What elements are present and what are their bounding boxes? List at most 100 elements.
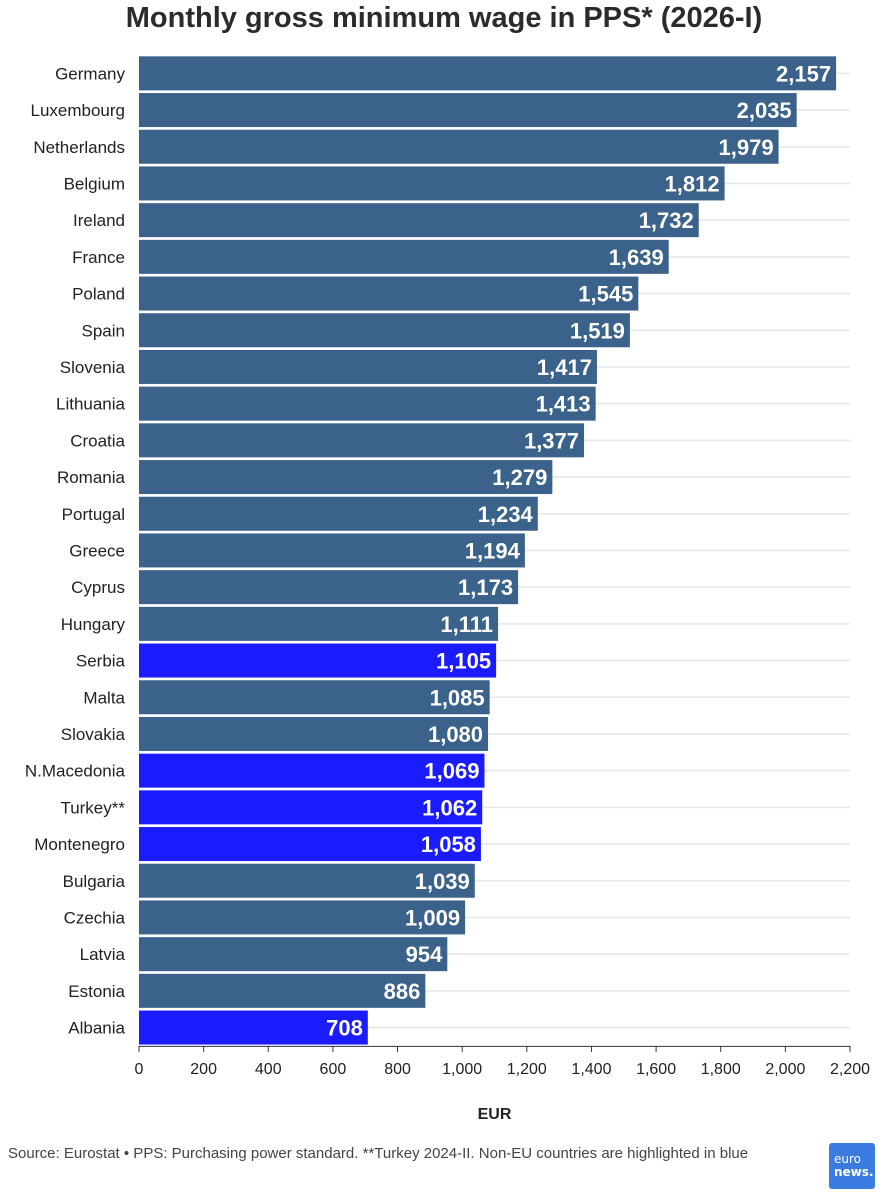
bar — [139, 937, 448, 972]
category-label: Turkey** — [60, 798, 125, 817]
bar — [139, 276, 639, 311]
x-tick-label: 1,000 — [442, 1061, 482, 1078]
category-label: Montenegro — [34, 835, 125, 854]
bar — [139, 166, 725, 201]
bar — [139, 1010, 368, 1045]
data-label: 1,639 — [609, 245, 664, 270]
bar — [139, 790, 483, 825]
bar — [139, 533, 525, 568]
category-label: Cyprus — [71, 578, 125, 597]
data-label: 1,058 — [421, 832, 476, 857]
bar — [139, 753, 485, 788]
euronews-logo: euro news. — [829, 1143, 875, 1189]
data-label: 1,417 — [537, 355, 592, 380]
data-label: 1,173 — [458, 575, 513, 600]
data-label: 1,085 — [430, 685, 485, 710]
category-label: Slovakia — [61, 725, 126, 744]
data-label: 1,979 — [719, 135, 774, 160]
logo-line1: euro — [834, 1152, 861, 1166]
category-label: Spain — [82, 321, 125, 340]
category-label: Luxembourg — [30, 101, 125, 120]
bar — [139, 423, 585, 458]
x-tick-label: 800 — [384, 1061, 411, 1078]
bar — [139, 863, 475, 898]
category-label: France — [72, 248, 125, 267]
category-label: Belgium — [64, 174, 125, 193]
data-label: 1,377 — [524, 428, 579, 453]
bar-chart: Germany 2,157 Luxembourg 2,035 Netherlands 1,… — [25, 56, 870, 1123]
bar — [139, 460, 553, 495]
bar — [139, 386, 596, 421]
bar — [139, 643, 497, 678]
x-tick-label: 1,600 — [636, 1061, 676, 1078]
data-label: 1,194 — [465, 538, 521, 563]
x-tick-label: 400 — [255, 1061, 282, 1078]
category-label: Lithuania — [56, 395, 126, 414]
category-label: Slovenia — [60, 358, 126, 377]
x-tick-label: 1,800 — [701, 1061, 741, 1078]
data-label: 1,234 — [478, 502, 534, 527]
category-label: Poland — [72, 285, 125, 304]
data-label: 1,279 — [492, 465, 547, 490]
bar — [139, 496, 538, 531]
x-tick-label: 200 — [190, 1061, 217, 1078]
category-label: Albania — [68, 1019, 125, 1038]
x-axis-label: EUR — [478, 1106, 512, 1123]
x-tick-label: 600 — [320, 1061, 347, 1078]
data-label: 1,812 — [665, 171, 720, 196]
data-label: 1,413 — [536, 392, 591, 417]
bar — [139, 93, 797, 128]
data-label: 886 — [384, 979, 421, 1004]
bar — [139, 349, 597, 384]
x-tick-label: 1,200 — [507, 1061, 547, 1078]
bar — [139, 129, 779, 164]
category-label: Serbia — [76, 652, 126, 671]
data-label: 708 — [326, 1016, 363, 1041]
x-tick-label: 2,000 — [765, 1061, 805, 1078]
bar — [139, 56, 837, 91]
category-label: Ireland — [73, 211, 125, 230]
category-label: Malta — [83, 688, 125, 707]
category-label: N.Macedonia — [25, 762, 126, 781]
data-label: 1,069 — [424, 759, 479, 784]
category-label: Czechia — [64, 908, 126, 927]
category-label: Netherlands — [33, 138, 125, 157]
data-label: 1,105 — [436, 649, 491, 674]
data-label: 1,519 — [570, 318, 625, 343]
x-tick-label: 1,400 — [571, 1061, 611, 1078]
category-label: Greece — [69, 541, 125, 560]
logo-line2: news. — [834, 1165, 874, 1179]
bar — [139, 570, 519, 605]
x-tick-label: 2,200 — [830, 1061, 870, 1078]
bar — [139, 680, 490, 715]
data-label: 1,111 — [440, 612, 493, 637]
category-label: Portugal — [62, 505, 125, 524]
category-label: Bulgaria — [63, 872, 126, 891]
category-label: Romania — [57, 468, 126, 487]
data-label: 2,035 — [737, 98, 792, 123]
bar — [139, 606, 499, 641]
category-label: Germany — [55, 64, 125, 83]
data-label: 1,080 — [428, 722, 483, 747]
x-tick-label: 0 — [135, 1061, 144, 1078]
data-label: 1,039 — [415, 869, 470, 894]
data-label: 1,545 — [578, 282, 633, 307]
bar — [139, 900, 466, 935]
data-label: 954 — [406, 942, 443, 967]
category-label: Hungary — [61, 615, 126, 634]
category-label: Latvia — [80, 945, 126, 964]
bar — [139, 203, 699, 238]
data-label: 1,009 — [405, 905, 460, 930]
bar — [139, 239, 669, 274]
data-label: 2,157 — [776, 61, 831, 86]
category-label: Croatia — [70, 431, 125, 450]
bar — [139, 827, 481, 862]
source-note: Source: Eurostat • PPS: Purchasing power… — [8, 1145, 749, 1162]
bar — [139, 313, 630, 348]
category-label: Estonia — [68, 982, 125, 1001]
bar — [139, 716, 489, 751]
chart-title: Monthly gross minimum wage in PPS* (2026… — [125, 2, 763, 34]
data-label: 1,732 — [639, 208, 694, 233]
data-label: 1,062 — [422, 795, 477, 820]
bar — [139, 973, 426, 1008]
